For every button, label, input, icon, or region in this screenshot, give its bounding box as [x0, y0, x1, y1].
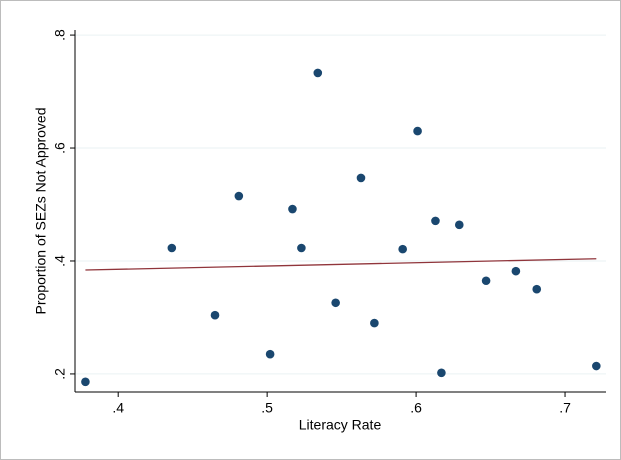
point: [532, 284, 542, 294]
point: [431, 216, 440, 226]
point: [167, 243, 177, 253]
y-tick-label: .8: [52, 29, 68, 41]
y-axis-label: Proportion of SEZs Not Approved: [33, 108, 49, 315]
point: [356, 173, 366, 183]
point: [511, 266, 521, 276]
y-tick-label: .6: [52, 142, 68, 154]
point: [265, 349, 275, 359]
point: [297, 243, 306, 253]
point: [454, 220, 464, 230]
x-tick-label: .6: [410, 400, 422, 416]
point: [81, 377, 90, 387]
point: [234, 191, 244, 201]
point: [398, 244, 407, 254]
x-tick-label: .4: [112, 400, 124, 416]
x-tick-label: .7: [559, 400, 571, 416]
y-tick-label: .4: [52, 255, 68, 267]
fit-line: [85, 258, 597, 271]
point: [481, 276, 491, 286]
point: [331, 298, 340, 308]
point: [437, 368, 446, 378]
point: [413, 126, 422, 136]
y-tick-label: .2: [52, 368, 68, 380]
x-axis-label: Literacy Rate: [299, 417, 382, 433]
point: [210, 310, 220, 320]
point: [313, 68, 323, 78]
point: [592, 361, 601, 371]
x-tick-label: .5: [261, 400, 273, 416]
point: [370, 318, 379, 328]
point: [288, 204, 297, 214]
